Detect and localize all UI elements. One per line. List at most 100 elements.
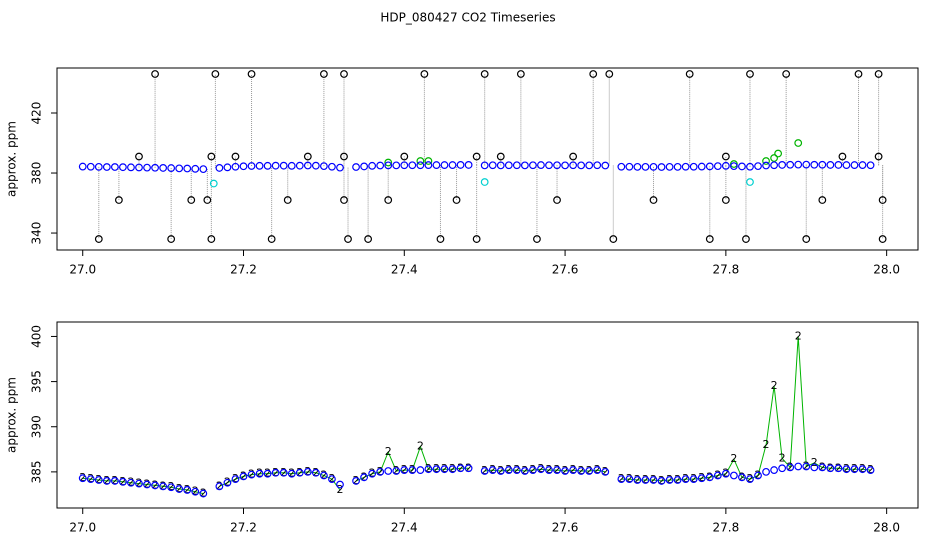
point-marker: 2 — [336, 483, 343, 496]
point-marker: 2 — [160, 479, 167, 492]
point — [762, 467, 770, 476]
point — [223, 478, 232, 487]
point — [239, 162, 248, 171]
point-marker: 2 — [288, 467, 295, 480]
point — [625, 162, 634, 171]
point — [368, 469, 377, 478]
point — [746, 162, 754, 171]
point-marker: 2 — [819, 460, 826, 473]
point-marker: 2 — [369, 467, 376, 480]
point — [239, 472, 248, 481]
point-marker: 2 — [127, 476, 134, 489]
point — [295, 468, 304, 477]
point — [127, 163, 135, 172]
point — [589, 70, 598, 78]
y-tick-label: 395 — [30, 370, 44, 393]
point — [834, 464, 843, 473]
point — [561, 161, 569, 170]
point — [416, 157, 425, 165]
point — [303, 161, 312, 170]
point-marker: 2 — [320, 468, 327, 481]
point-marker: 2 — [843, 462, 850, 475]
point-marker: 2 — [570, 463, 577, 476]
point — [649, 162, 658, 171]
point — [641, 476, 650, 484]
point — [340, 152, 348, 161]
point — [392, 467, 401, 475]
point-marker: 2 — [634, 473, 641, 486]
point — [94, 235, 103, 243]
point — [209, 179, 218, 188]
point — [175, 164, 184, 173]
point-marker: 2 — [152, 478, 159, 491]
point — [211, 70, 220, 78]
point — [215, 164, 224, 172]
point — [344, 235, 352, 243]
point — [553, 161, 561, 170]
point-marker: 2 — [690, 472, 697, 485]
point — [617, 162, 626, 171]
point — [721, 161, 730, 170]
point-marker: 2 — [216, 479, 223, 492]
point — [842, 161, 851, 169]
point — [480, 161, 489, 170]
point — [537, 465, 545, 474]
point — [408, 161, 417, 170]
point — [649, 476, 658, 484]
point — [878, 235, 887, 243]
point — [697, 474, 706, 483]
point — [151, 481, 159, 490]
point — [207, 235, 216, 243]
point — [504, 466, 513, 474]
point — [605, 70, 614, 78]
point — [223, 163, 232, 172]
point — [681, 162, 690, 171]
point — [488, 466, 497, 474]
point — [279, 161, 288, 170]
point — [271, 161, 280, 170]
point-marker: 2 — [272, 466, 279, 479]
point — [585, 161, 594, 170]
point — [770, 161, 778, 170]
point — [561, 467, 569, 475]
point — [512, 161, 521, 170]
point — [818, 463, 827, 472]
point — [328, 475, 336, 484]
point — [529, 466, 537, 474]
point-marker: 2 — [425, 462, 432, 475]
point — [408, 466, 417, 474]
point — [424, 157, 433, 165]
point-marker: 2 — [521, 464, 528, 477]
point-marker: 2 — [746, 472, 753, 485]
point-marker: 2 — [554, 463, 561, 476]
point — [834, 161, 843, 169]
point — [826, 161, 835, 169]
point — [689, 475, 698, 484]
point — [376, 467, 385, 476]
series-line — [82, 336, 871, 495]
point — [520, 467, 529, 475]
x-tick-label: 27.2 — [230, 263, 257, 277]
point — [762, 157, 770, 165]
point — [376, 161, 385, 170]
point — [516, 70, 525, 78]
point-marker: 2 — [755, 468, 762, 481]
point-marker: 2 — [449, 462, 456, 475]
point-marker: 2 — [505, 463, 512, 476]
point — [143, 163, 151, 172]
point — [874, 152, 883, 161]
point-marker: 2 — [698, 471, 705, 484]
point-marker: 2 — [176, 482, 183, 495]
point-marker: 2 — [658, 474, 665, 487]
y-tick-label: 420 — [30, 102, 44, 125]
point-marker: 2 — [642, 473, 649, 486]
point — [569, 161, 578, 170]
point — [826, 464, 835, 473]
point — [593, 161, 602, 170]
point — [303, 152, 312, 161]
point-marker: 2 — [328, 472, 335, 485]
x-tick-label: 27.4 — [391, 263, 418, 277]
point — [681, 475, 690, 484]
point — [456, 161, 465, 169]
